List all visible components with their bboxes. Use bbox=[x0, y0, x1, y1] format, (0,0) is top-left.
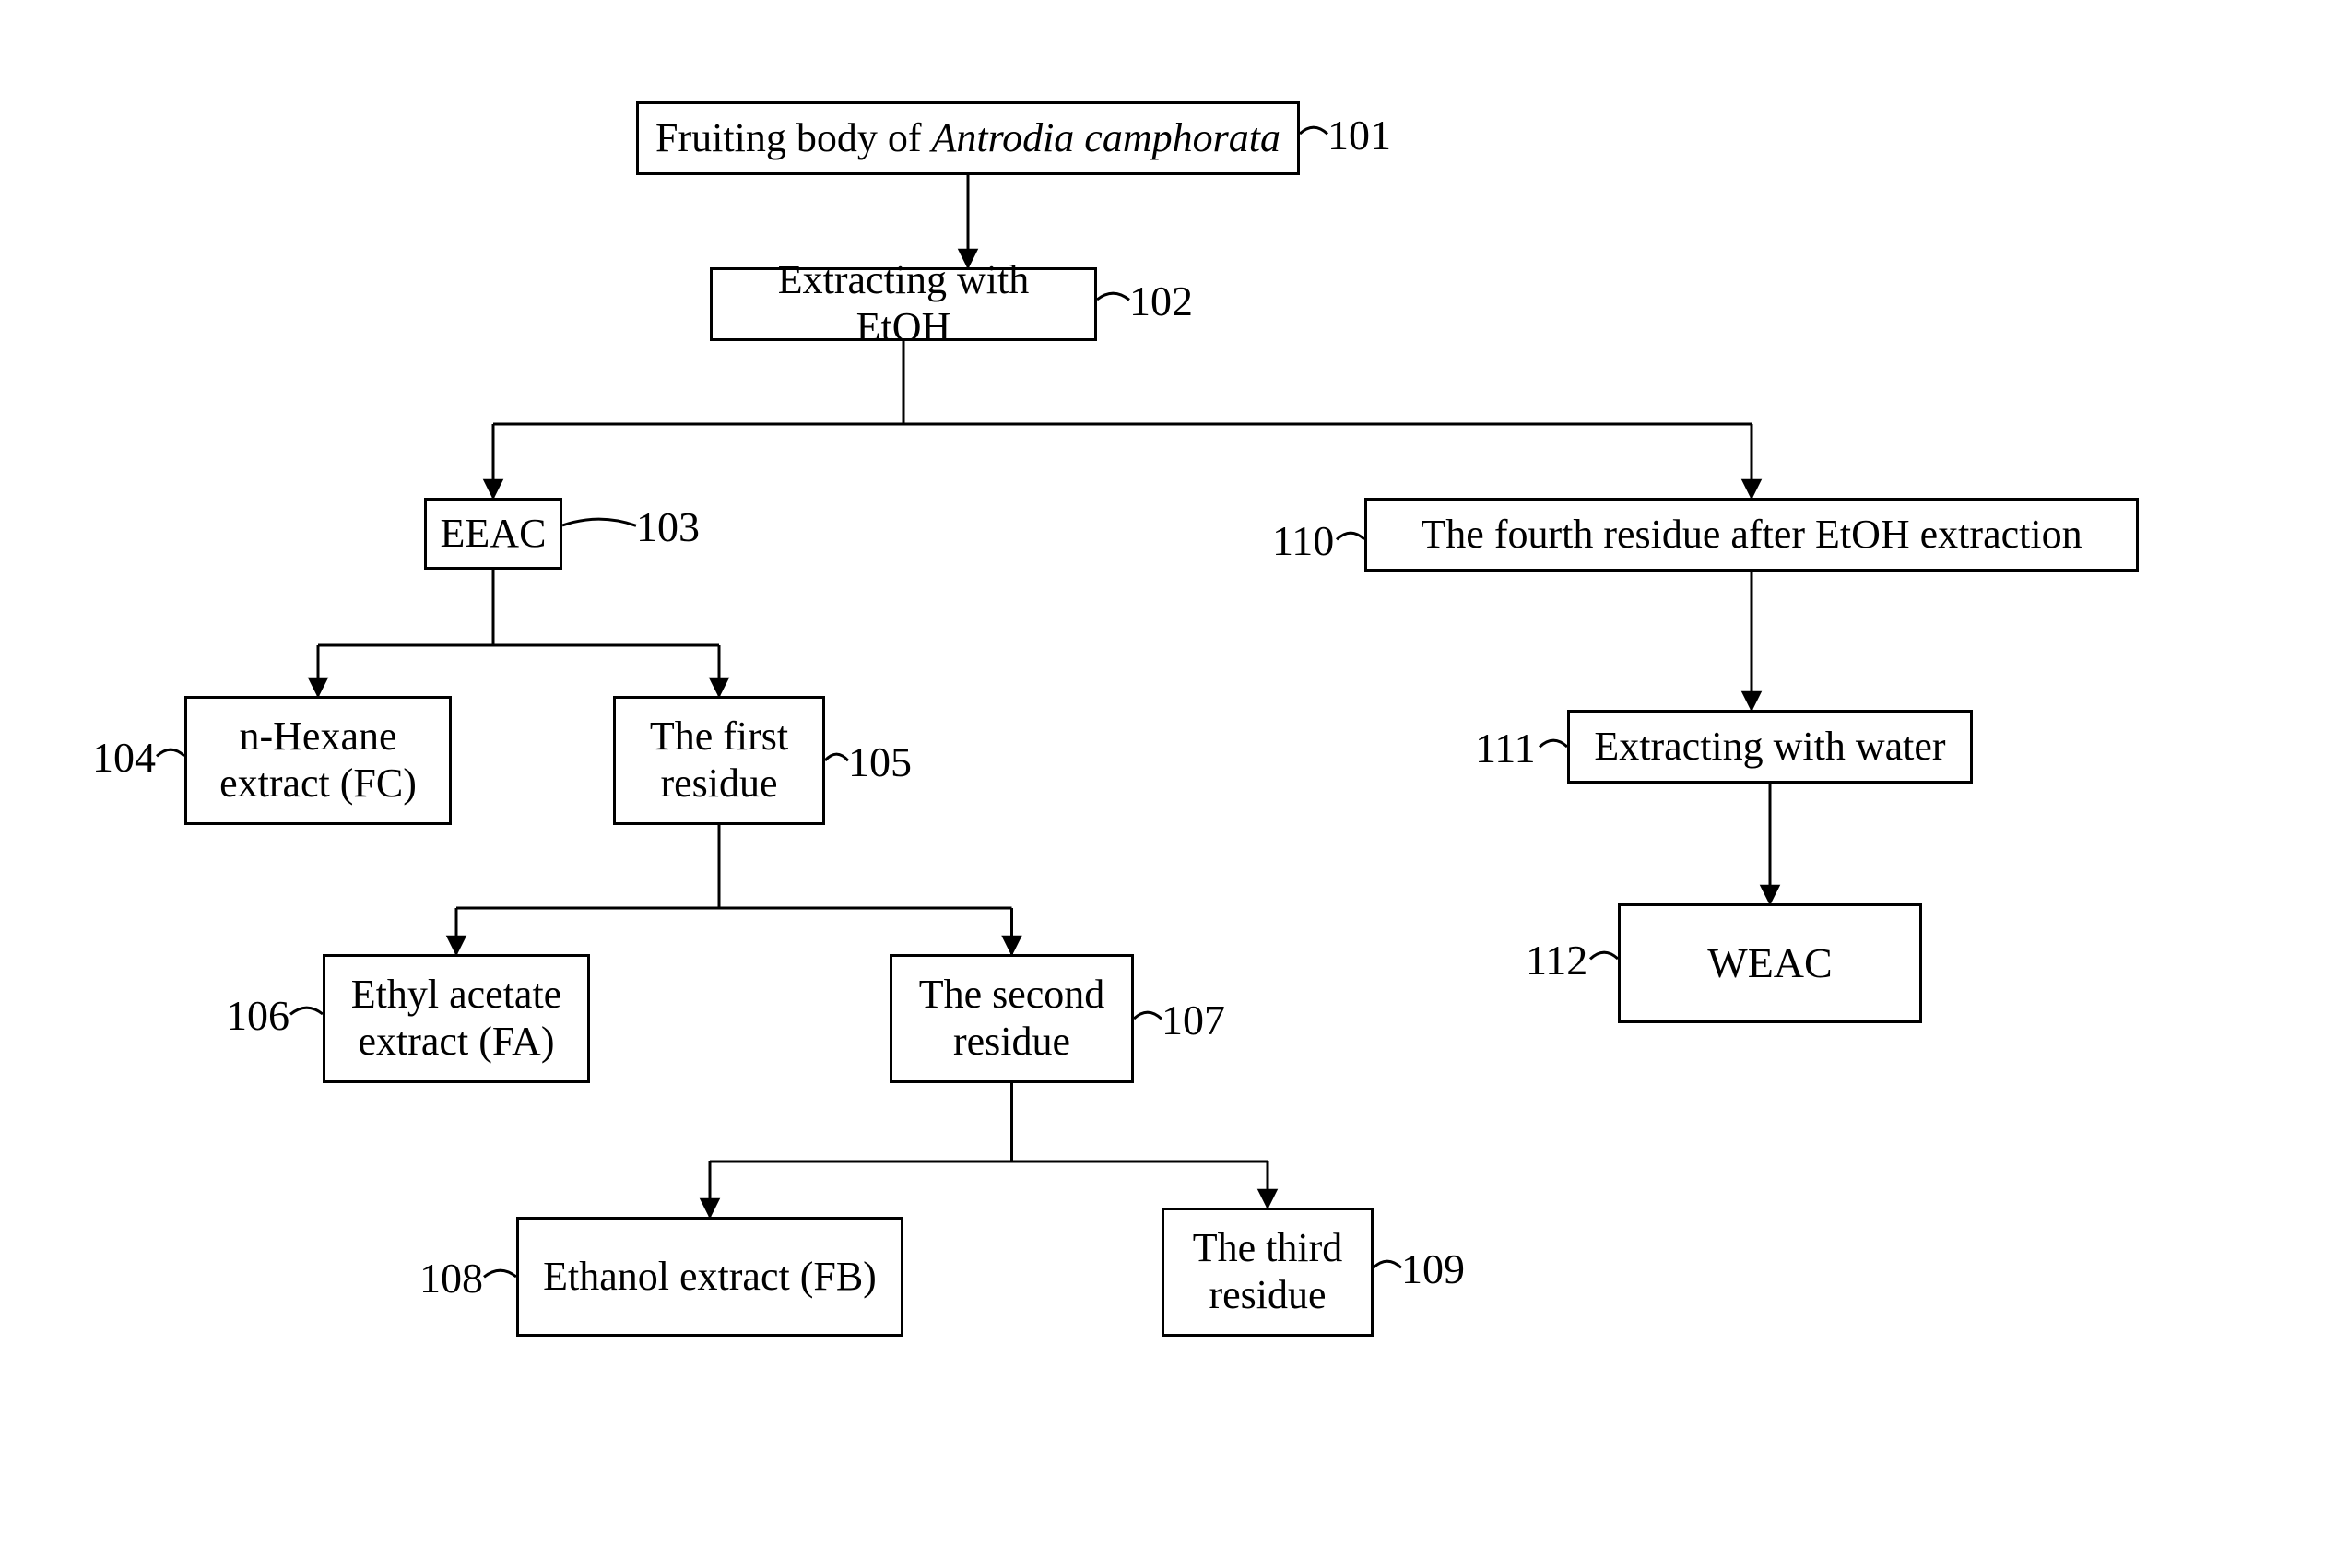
leader-101 bbox=[1300, 127, 1327, 134]
leader-106 bbox=[290, 1008, 323, 1014]
node-text-110: The fourth residue after EtOH extraction bbox=[1421, 512, 2082, 559]
node-text-105: The first residue bbox=[650, 713, 788, 807]
ref-label-109: 109 bbox=[1401, 1244, 1465, 1293]
node-104: n-Hexane extract (FC) bbox=[184, 696, 452, 825]
node-102: Extracting with EtOH bbox=[710, 267, 1097, 341]
node-107: The second residue bbox=[890, 954, 1134, 1083]
node-text-101: Fruiting body of Antrodia camphorata bbox=[655, 115, 1280, 162]
flowchart-canvas: Fruiting body of Antrodia camphorata Extr… bbox=[0, 0, 2336, 1568]
node-text-111: Extracting with water bbox=[1594, 724, 1945, 771]
leader-111 bbox=[1540, 740, 1567, 747]
ref-label-102: 102 bbox=[1129, 277, 1193, 325]
leader-102 bbox=[1097, 293, 1129, 300]
ref-label-112: 112 bbox=[1526, 936, 1587, 984]
leader-103 bbox=[562, 519, 636, 525]
node-110: The fourth residue after EtOH extraction bbox=[1364, 498, 2139, 572]
ref-label-110: 110 bbox=[1272, 516, 1334, 565]
leader-108 bbox=[484, 1270, 516, 1277]
ref-label-104: 104 bbox=[92, 733, 156, 782]
ref-label-101: 101 bbox=[1327, 111, 1391, 159]
leader-110 bbox=[1337, 533, 1364, 539]
node-103: EEAC bbox=[424, 498, 562, 570]
node-text-103: EEAC bbox=[441, 511, 547, 558]
node-105: The first residue bbox=[613, 696, 825, 825]
node-111: Extracting with water bbox=[1567, 710, 1973, 784]
node-text-112: WEAC bbox=[1707, 939, 1832, 988]
ref-label-107: 107 bbox=[1162, 996, 1225, 1044]
node-text-106: Ethyl acetate extract (FA) bbox=[351, 972, 561, 1065]
ref-label-108: 108 bbox=[419, 1254, 483, 1303]
ref-label-106: 106 bbox=[226, 991, 289, 1040]
leader-107 bbox=[1134, 1012, 1162, 1019]
node-108: Ethanol extract (FB) bbox=[516, 1217, 903, 1337]
node-text-104: n-Hexane extract (FC) bbox=[219, 713, 417, 807]
leader-105 bbox=[825, 754, 848, 760]
ref-label-105: 105 bbox=[848, 737, 912, 786]
node-text-108: Ethanol extract (FB) bbox=[543, 1254, 877, 1301]
node-text-102: Extracting with EtOH bbox=[726, 257, 1081, 350]
ref-label-111: 111 bbox=[1475, 724, 1536, 772]
ref-label-103: 103 bbox=[636, 502, 700, 551]
node-101: Fruiting body of Antrodia camphorata bbox=[636, 101, 1300, 175]
leader-104 bbox=[157, 749, 184, 756]
node-text-107: The second residue bbox=[919, 972, 1105, 1065]
node-109: The third residue bbox=[1162, 1208, 1374, 1337]
node-text-109: The third residue bbox=[1193, 1225, 1343, 1318]
leader-112 bbox=[1590, 952, 1618, 959]
node-112: WEAC bbox=[1618, 903, 1922, 1023]
node-106: Ethyl acetate extract (FA) bbox=[323, 954, 590, 1083]
leader-109 bbox=[1374, 1261, 1401, 1267]
